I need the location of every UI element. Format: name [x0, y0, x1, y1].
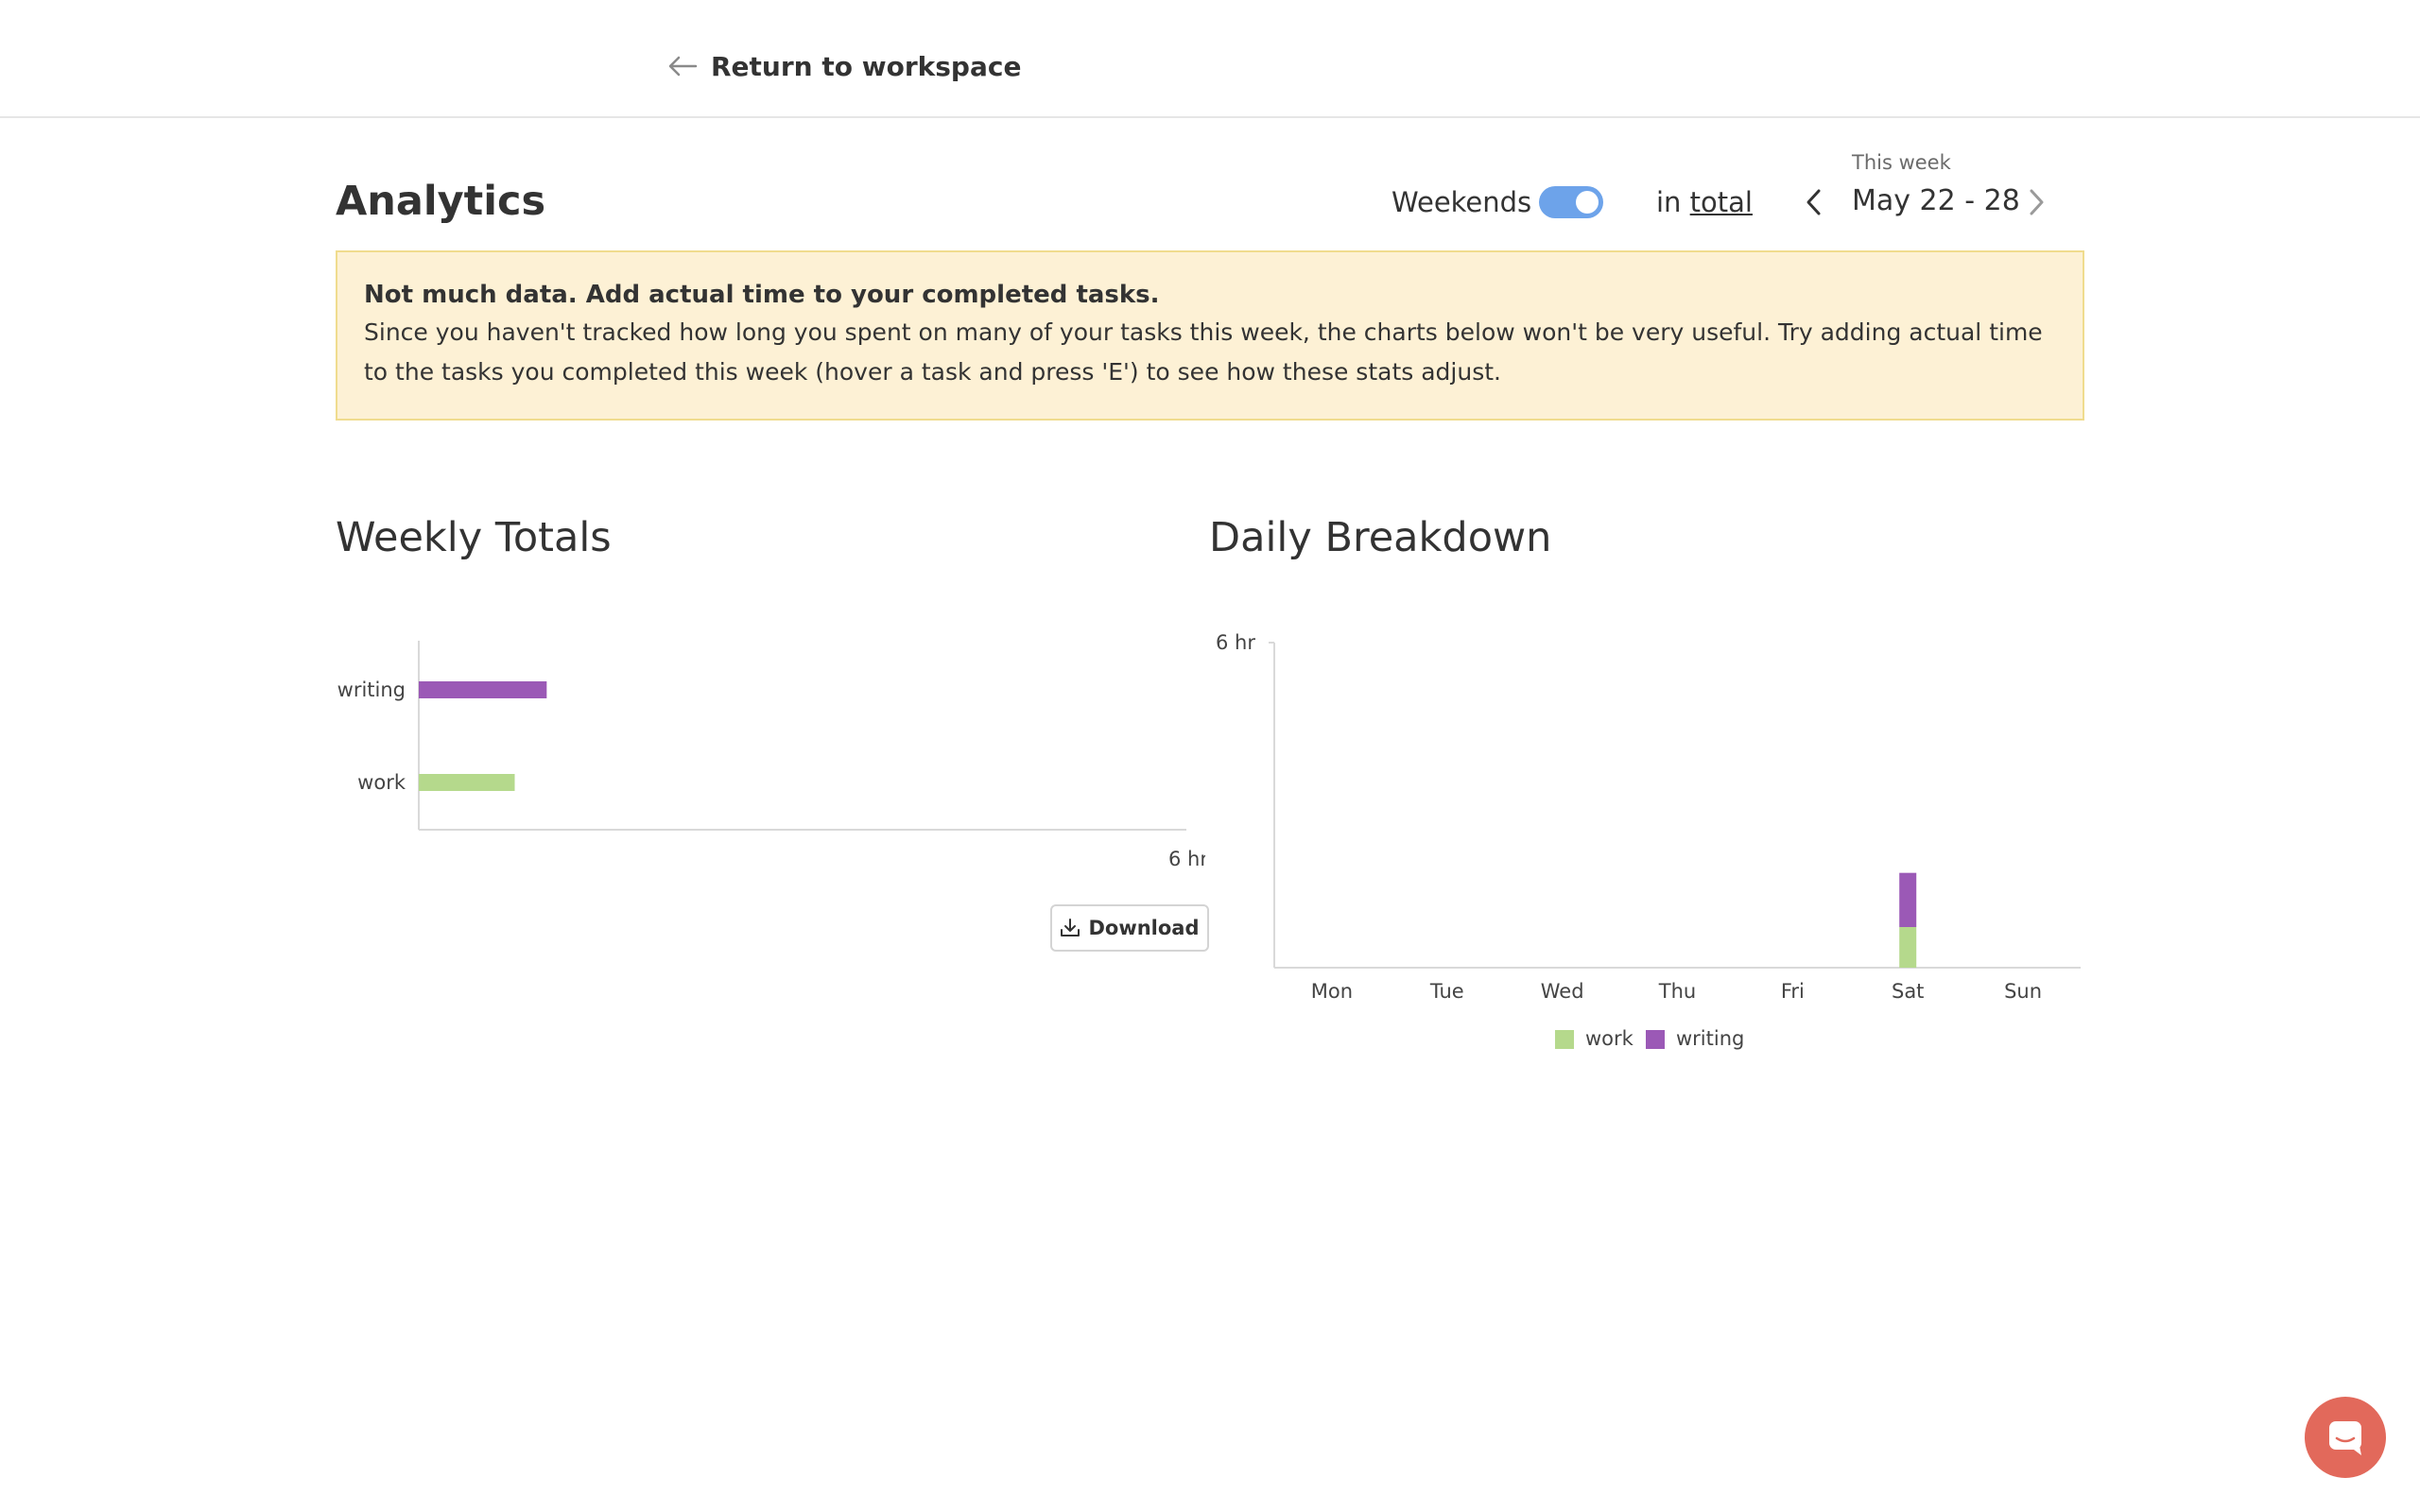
daily-breakdown-title: Daily Breakdown [1209, 514, 1552, 561]
in-prefix: in [1656, 186, 1682, 218]
daily-bar-sat-writing [1899, 872, 1917, 927]
page-title: Analytics [336, 178, 546, 225]
week-caption: This week [1852, 151, 1951, 174]
weekly-totals-chart: writing work 6 hr [336, 624, 1208, 879]
chat-support-button[interactable] [2305, 1397, 2386, 1478]
chat-icon [2329, 1421, 2361, 1455]
weekly-category-label: work [357, 771, 406, 794]
download-button[interactable]: Download [1050, 904, 1209, 952]
arrow-left-icon [668, 56, 698, 77]
daily-y-tick-label: 6 hr [1216, 631, 1255, 654]
week-range: May 22 - 28 [1852, 184, 2020, 217]
banner-title: Not much data. Add actual time to your c… [364, 281, 1160, 309]
weekly-totals-svg: writing work 6 hr [337, 641, 1208, 870]
total-mode-link[interactable]: total [1689, 186, 1753, 218]
chevron-right-icon[interactable] [2022, 185, 2050, 219]
daily-x-tick-label: Fri [1781, 980, 1805, 1003]
toggle-knob [1576, 191, 1599, 214]
daily-x-tick-label: Sat [1892, 980, 1924, 1003]
banner-text: Since you haven't tracked how long you s… [364, 318, 2043, 386]
weekends-label: Weekends [1392, 186, 1532, 218]
daily-x-tick-label: Wed [1541, 980, 1584, 1003]
download-label: Download [1088, 917, 1200, 939]
legend-label-writing: writing [1676, 1027, 1744, 1050]
weekends-toggle[interactable] [1539, 186, 1603, 218]
download-icon [1061, 919, 1080, 936]
daily-breakdown-chart: 6 hr Mon Tue Wed Thu Fri Sat Sun work writing [1209, 624, 2098, 1058]
weekly-totals-title: Weekly Totals [336, 514, 612, 561]
top-bar: Return to workspace [0, 0, 2420, 118]
chevron-left-icon[interactable] [1800, 185, 1828, 219]
weekly-bar-work [419, 774, 515, 791]
daily-bar-sat-work [1899, 927, 1917, 968]
daily-x-tick-label: Thu [1658, 980, 1696, 1003]
legend-swatch-work [1555, 1030, 1574, 1049]
legend-label-work: work [1585, 1027, 1634, 1050]
in-total-selector: in total [1656, 185, 1753, 219]
daily-breakdown-svg: 6 hr Mon Tue Wed Thu Fri Sat Sun work writing [1216, 631, 2081, 1050]
return-to-workspace-link[interactable]: Return to workspace [667, 45, 1021, 87]
daily-x-tick-label: Sun [2004, 980, 2042, 1003]
weekly-bar-writing [419, 681, 547, 698]
legend-swatch-writing [1646, 1030, 1665, 1049]
return-label: Return to workspace [711, 50, 1022, 82]
weekly-x-tick-label: 6 hr [1168, 848, 1205, 870]
low-data-warning-banner: Not much data. Add actual time to your c… [336, 250, 2084, 421]
daily-x-tick-label: Mon [1311, 980, 1353, 1003]
daily-x-tick-label: Tue [1429, 980, 1464, 1003]
weekly-category-label: writing [337, 679, 406, 701]
